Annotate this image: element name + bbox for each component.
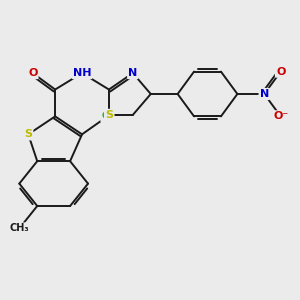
- Text: NH: NH: [73, 68, 91, 78]
- Text: S: S: [105, 110, 113, 120]
- Text: N: N: [260, 89, 269, 99]
- Text: O⁻: O⁻: [273, 111, 288, 122]
- Text: O: O: [276, 67, 285, 76]
- Text: CH₃: CH₃: [10, 224, 29, 233]
- Text: S: S: [24, 129, 32, 139]
- Text: N: N: [128, 68, 137, 78]
- Text: Cl: Cl: [101, 111, 113, 122]
- Text: O: O: [28, 68, 38, 78]
